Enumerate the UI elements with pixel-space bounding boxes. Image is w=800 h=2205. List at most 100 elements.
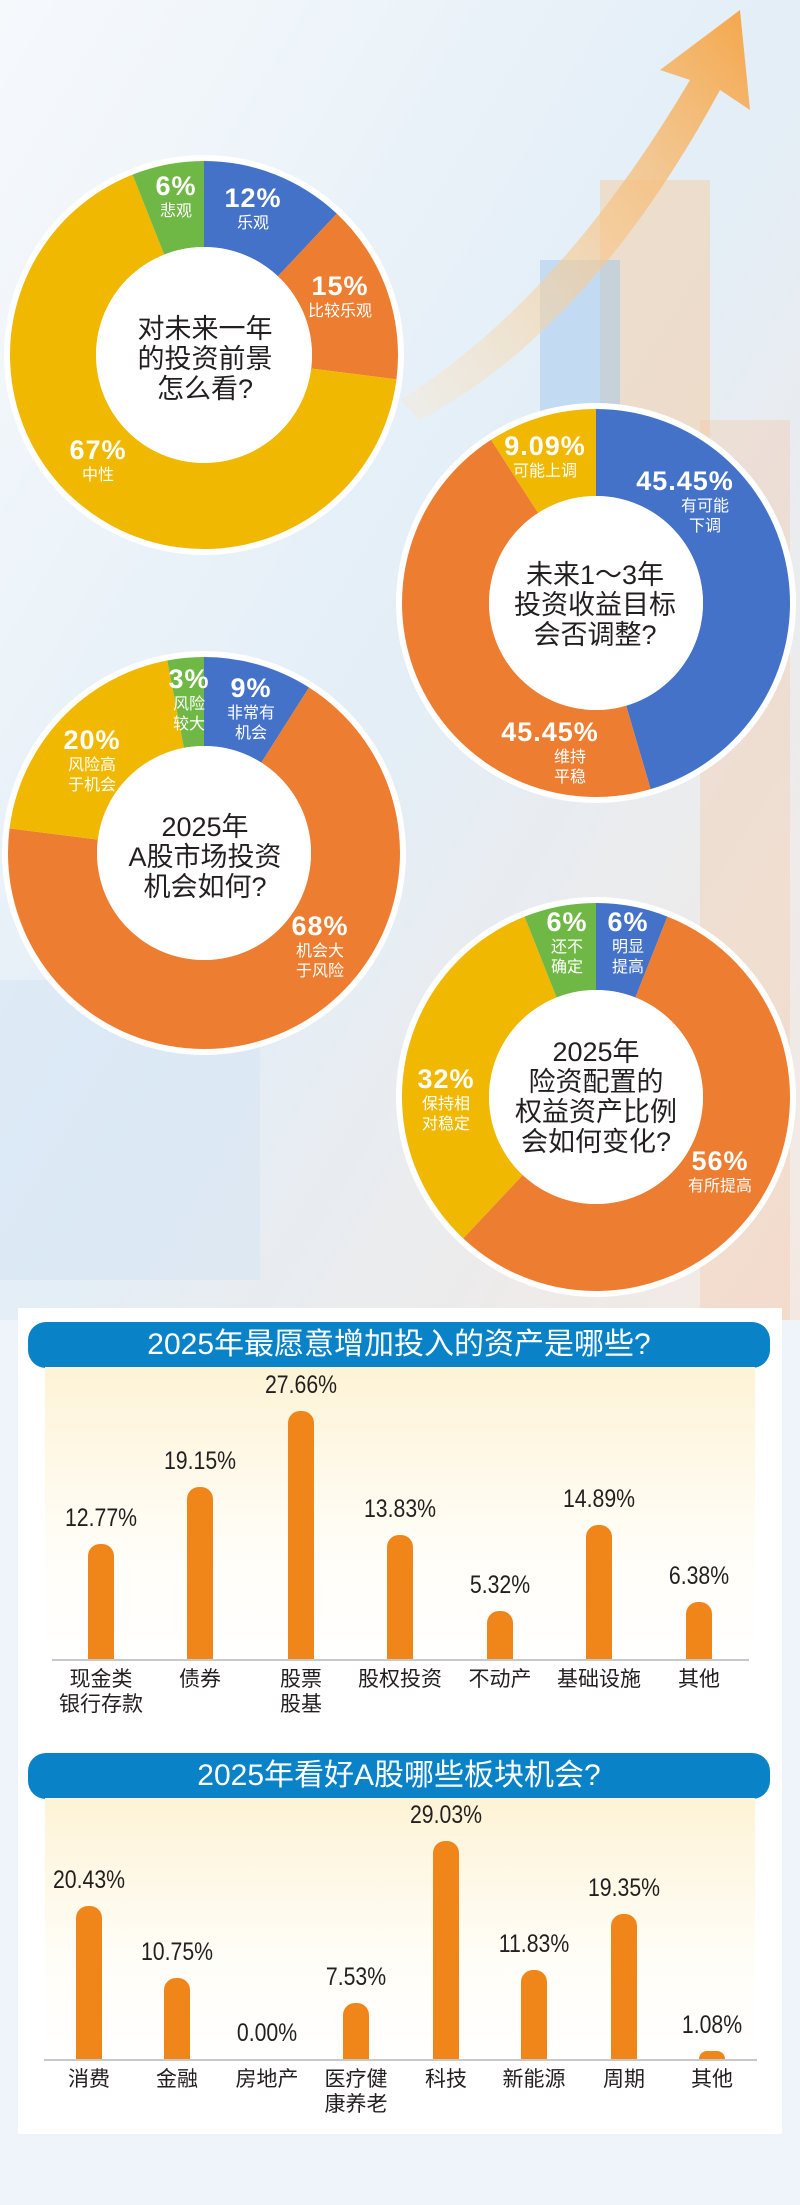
bar-category-label: 股票 股基 (280, 1668, 322, 1716)
bar-value-label: 10.75% (140, 1938, 214, 1967)
slice-value: 45.45% (636, 466, 734, 496)
slice-label: 56% 有所提高 (688, 1145, 752, 1197)
bar-category-label: 不动产 (468, 1668, 532, 1691)
title-line: 会如何变化? (520, 1127, 672, 1157)
arrow-icon (400, 10, 750, 420)
bar-category-label: 其他 (678, 1668, 720, 1691)
bar (343, 2002, 369, 2059)
donut-slice (402, 916, 557, 1239)
donut-hole (489, 990, 703, 1204)
slice-label: 12% 乐观 (224, 182, 281, 234)
donut-slice (167, 657, 204, 748)
slice-label: 32% 保持相 对稳定 (417, 1063, 474, 1134)
bar (521, 1970, 547, 2059)
donut-slice (491, 409, 596, 513)
slice-value: 6% (155, 171, 197, 201)
slice-label: 3% 风险 较大 (168, 663, 209, 734)
slice-value: 32% (417, 1064, 475, 1094)
bar-category-label: 消费 (68, 2068, 110, 2091)
bar-value-label: 12.77% (64, 1504, 138, 1533)
slice-name: 风险 较大 (172, 696, 205, 733)
donut-slice (596, 903, 668, 998)
slice-value: 9% (230, 673, 272, 703)
donut4-title: 2025年 险资配置的 权益资产比例 会如何变化? (515, 1037, 677, 1157)
bar-chart2-axis (44, 2059, 757, 2061)
slice-label: 9% 非常有 机会 (227, 672, 275, 743)
slice-value: 45.45% (501, 717, 599, 747)
slice-name: 机会大 于风险 (295, 943, 345, 980)
bar-chart1-axis (52, 1659, 749, 1661)
donut-slice (524, 903, 596, 998)
bar-category-label: 科技 (425, 2068, 467, 2091)
donut-charts (2, 155, 796, 1297)
slice-label: 67% 中性 (69, 434, 126, 486)
bar-value-label: 19.15% (163, 1447, 237, 1476)
slice-name: 还不 确定 (550, 939, 583, 976)
donut-slice (7, 687, 401, 1049)
bar-category-label: 医疗健 康养老 (324, 2068, 388, 2116)
donut-slice (277, 213, 398, 380)
bar (611, 1913, 637, 2059)
title-line: 2025年 (161, 812, 249, 842)
slice-label: 6% 明显 提高 (607, 906, 648, 977)
slice-name: 保持相 对稳定 (421, 1096, 471, 1133)
title-line: 的投资前景 (137, 344, 273, 374)
bar-value-label: 19.35% (587, 1873, 661, 1902)
slice-name: 有所提高 (687, 1178, 753, 1196)
bar-category-label: 房地产 (235, 2068, 299, 2091)
donut-slice (9, 174, 397, 550)
bar (487, 1611, 513, 1659)
donut-slice (204, 161, 337, 277)
bar-chart2-plot (45, 1798, 755, 2060)
title-line: 会否调整? (533, 620, 657, 650)
slice-label: 45.45% 有可能 下调 (636, 465, 734, 536)
bar (288, 1410, 314, 1659)
donut2-title: 未来1～3年 投资收益目标 会否调整? (514, 560, 676, 650)
bar-value-label: 6.38% (668, 1561, 730, 1590)
slice-label: 15% 比较乐观 (308, 270, 372, 322)
title-line: 怎么看? (156, 374, 254, 404)
slice-value: 6% (607, 907, 649, 937)
bar-value-label: 13.83% (363, 1494, 437, 1523)
slice-value: 67% (69, 435, 127, 465)
bar-value-label: 14.89% (562, 1485, 636, 1514)
slice-label: 45.45% 维持 平稳 (501, 716, 599, 787)
slice-name: 悲观 (159, 203, 192, 221)
bar (686, 1601, 712, 1659)
slice-value: 12% (224, 183, 282, 213)
bar (88, 1544, 114, 1659)
donut-hole (489, 496, 703, 710)
title-line: A股市场投资 (128, 842, 282, 872)
donut3-title: 2025年 A股市场投资 机会如何? (128, 812, 281, 902)
slice-value: 9.09% (504, 431, 586, 461)
donut1-title: 对未来一年 的投资前景 怎么看? (138, 314, 273, 404)
bar-category-label: 现金类 银行存款 (59, 1668, 143, 1716)
slice-value: 3% (168, 664, 210, 694)
bar-category-label: 其他 (691, 2068, 733, 2091)
bar (387, 1534, 413, 1659)
bar-value-label: 27.66% (264, 1370, 338, 1399)
bar (433, 1841, 459, 2059)
slice-value: 68% (291, 911, 349, 941)
slice-value: 6% (546, 907, 588, 937)
title-line: 投资收益目标 (514, 590, 676, 620)
slice-value: 15% (311, 271, 369, 301)
slice-name: 明显 提高 (611, 939, 644, 976)
bar-category-label: 周期 (603, 2068, 645, 2091)
title-line: 2025年 (552, 1037, 640, 1067)
bar-value-label: 0.00% (236, 2019, 298, 2047)
title-line: 机会如何? (143, 872, 267, 902)
slice-value: 20% (63, 725, 121, 755)
bar-value-label: 29.03% (409, 1801, 483, 1830)
bar-category-label: 股权投资 (358, 1668, 442, 1691)
bar (164, 1978, 190, 2059)
slice-label: 9.09% 可能上调 (504, 430, 586, 482)
slice-label: 6% 还不 确定 (546, 906, 587, 977)
bar-chart1-title: 2025年最愿意增加投入的资产是哪些? (28, 1322, 770, 1368)
title-line: 权益资产比例 (515, 1097, 677, 1127)
donut-slice (9, 660, 184, 840)
donut-hole (96, 247, 312, 463)
slice-label: 20% 风险高 于机会 (63, 724, 120, 795)
bar (187, 1487, 213, 1659)
bar-chart2-title: 2025年看好A股哪些板块机会? (28, 1753, 770, 1799)
